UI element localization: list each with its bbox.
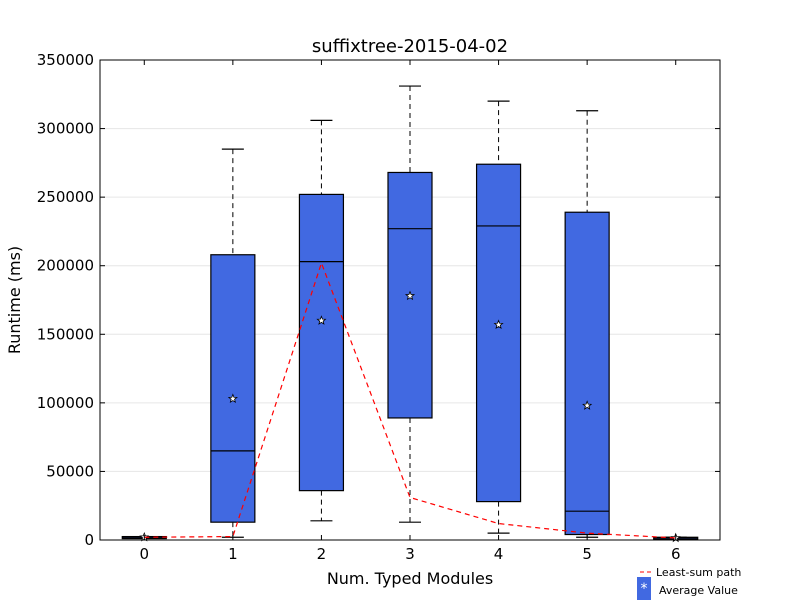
boxes-layer <box>121 85 699 543</box>
box-group <box>475 100 522 534</box>
x-tick-label: 2 <box>317 545 327 563</box>
x-axis-label: Num. Typed Modules <box>327 569 493 588</box>
mean-star-marker <box>582 400 593 410</box>
legend-average-swatch <box>637 577 651 600</box>
box-group <box>210 148 256 538</box>
x-tick-label: 5 <box>582 545 592 563</box>
x-tick-label: 0 <box>140 545 150 563</box>
y-tick-label: 150000 <box>37 325 94 343</box>
ticks-layer: 0 50000 100000 150000 200000 250000 300000 3500… <box>37 51 720 563</box>
box-group <box>387 85 433 523</box>
legend-average-star-icon: * <box>641 581 648 597</box>
y-tick-label: 50000 <box>46 462 94 480</box>
box-iqr <box>564 211 610 536</box>
mean-star-marker <box>404 290 416 301</box>
box-iqr <box>210 254 256 523</box>
box-group <box>298 119 345 522</box>
y-tick-label: 250000 <box>37 188 94 206</box>
x-tick-label: 3 <box>405 545 415 563</box>
box-group <box>564 110 610 538</box>
y-axis-label: Runtime (ms) <box>5 246 24 354</box>
chart-title: suffixtree-2015-04-02 <box>312 36 508 57</box>
mean-star-marker <box>316 315 327 325</box>
box-iqr <box>475 163 522 503</box>
mean-star-marker <box>227 393 238 404</box>
box-iqr <box>298 193 345 492</box>
x-tick-label: 1 <box>228 545 238 563</box>
y-tick-label: 350000 <box>37 51 94 69</box>
mean-star-marker <box>493 319 504 329</box>
x-tick-label: 6 <box>671 545 681 563</box>
y-tick-label: 0 <box>84 531 94 549</box>
y-tick-label: 200000 <box>37 257 94 275</box>
legend-average-label: Average Value <box>659 584 738 597</box>
y-tick-label: 300000 <box>37 120 94 138</box>
legend: Least-sum path * Average Value <box>637 566 741 600</box>
y-tick-label: 100000 <box>37 394 94 412</box>
legend-least-sum-label: Least-sum path <box>656 566 741 579</box>
x-tick-label: 4 <box>494 545 504 563</box>
